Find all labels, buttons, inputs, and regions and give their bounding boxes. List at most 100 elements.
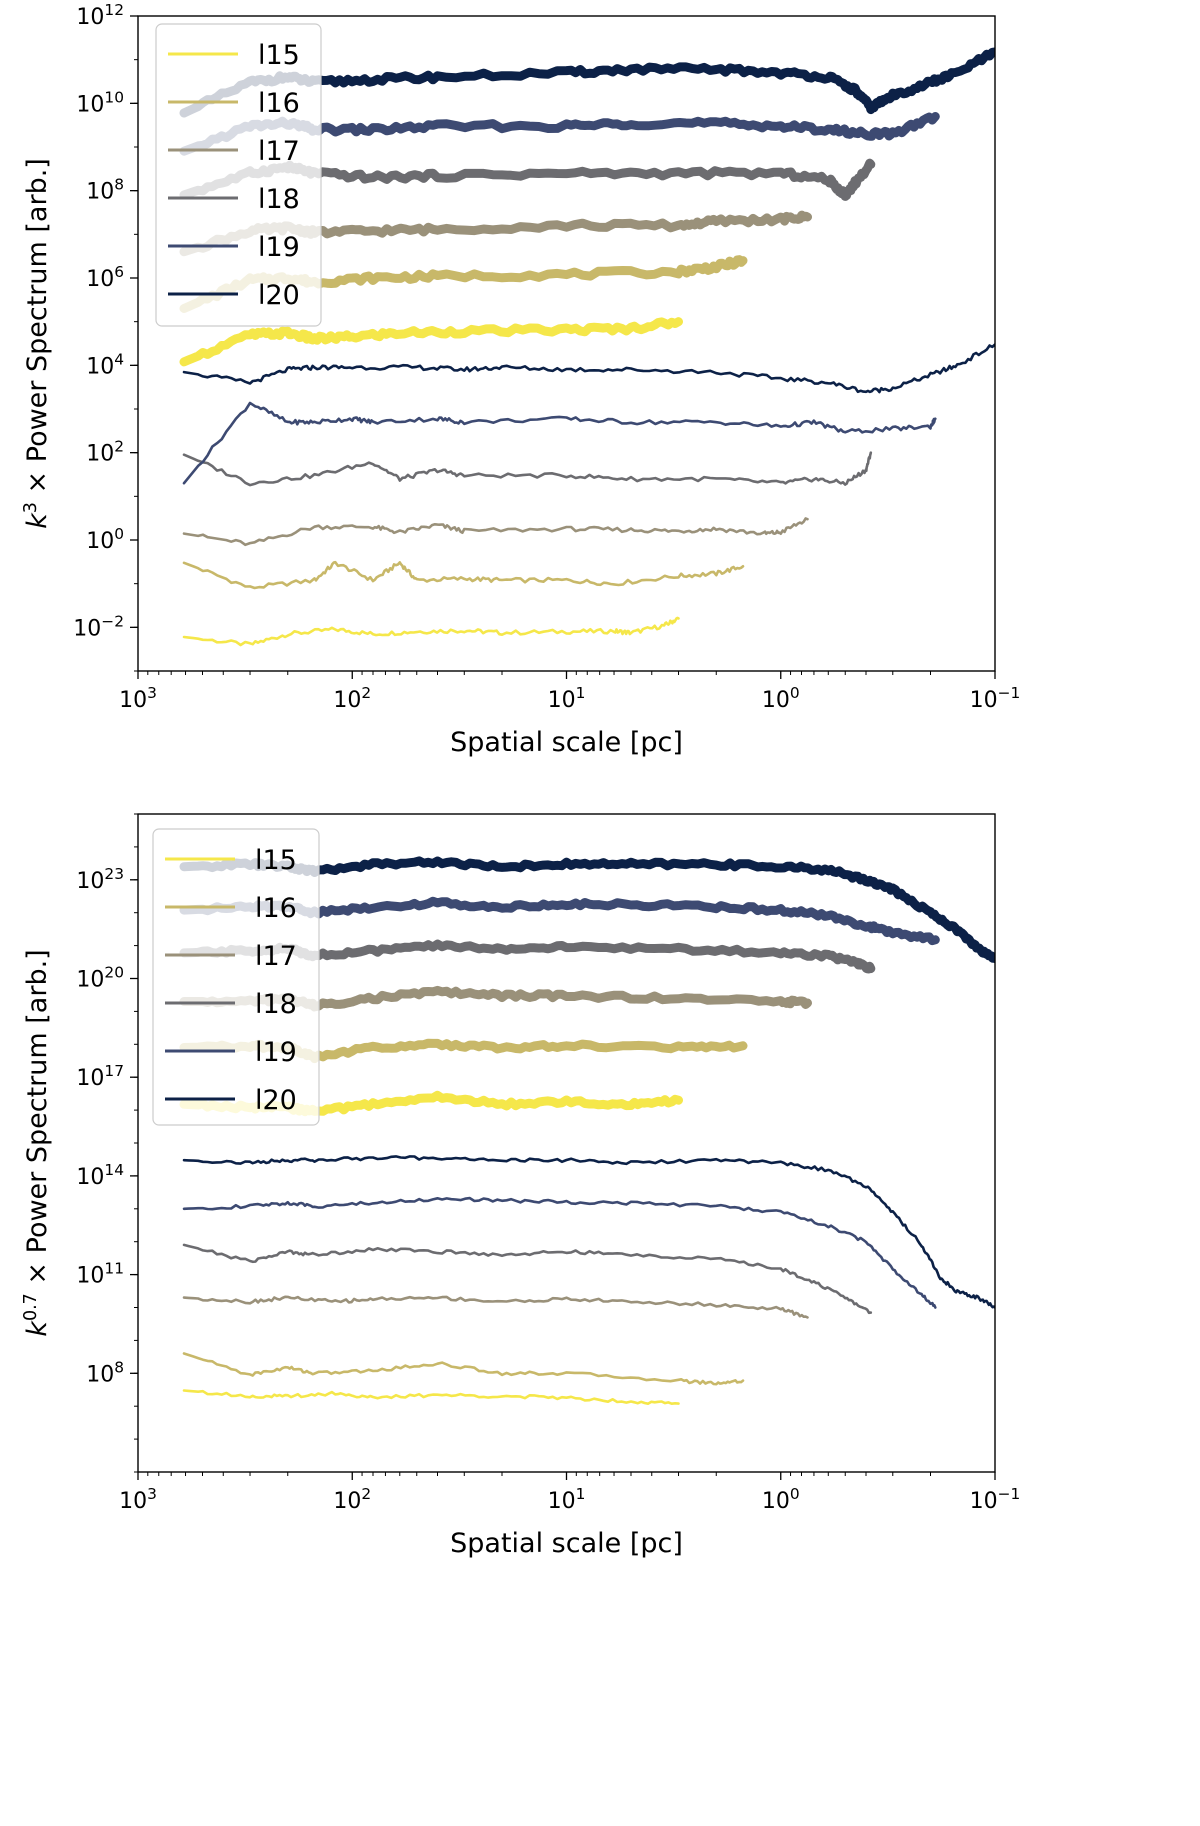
legend-label-l20: l20 xyxy=(258,280,300,311)
y-tick-label: 108 xyxy=(86,176,124,205)
y-tick-label: 100 xyxy=(86,525,124,554)
x-tick-base: 10 xyxy=(970,688,998,713)
y-tick-label: 1023 xyxy=(76,865,124,894)
y-tick-base: 10 xyxy=(86,442,114,467)
x-tick-base: 10 xyxy=(548,1489,576,1514)
y-tick-exponent: 10 xyxy=(104,88,124,106)
y-tick-base: 10 xyxy=(73,616,101,641)
y-tick-exponent: 8 xyxy=(114,176,124,194)
x-tick-label: 100 xyxy=(762,684,800,713)
y-tick-base: 10 xyxy=(76,869,104,894)
y-tick-exponent: 11 xyxy=(104,1260,124,1278)
y-tick-exponent: 20 xyxy=(104,964,124,982)
top-y-label-exponent: 3 xyxy=(21,502,41,513)
chart-top-panel: 103 102 101 100 10−1 10−21001021041061081010… xyxy=(21,1,1020,758)
series-line-l17-thin xyxy=(182,1295,809,1319)
x-tick-base: 10 xyxy=(119,1489,147,1514)
x-tick-base: 10 xyxy=(762,1489,790,1514)
top-x-ticks: 103 102 101 100 10−1 xyxy=(119,671,1020,713)
y-tick-base: 10 xyxy=(86,1362,114,1387)
series-line-l20-thin xyxy=(182,1155,995,1309)
y-tick-base: 10 xyxy=(86,354,114,379)
bottom-x-axis-label: Spatial scale [pc] xyxy=(450,1528,683,1559)
y-tick-exponent: 14 xyxy=(104,1161,124,1179)
y-tick-exponent: 0 xyxy=(114,525,124,543)
x-tick-label: 103 xyxy=(119,684,157,713)
x-tick-base: 10 xyxy=(333,1489,361,1514)
legend-label-l18: l18 xyxy=(255,989,297,1020)
bottom-x-ticks: 103 102 101 100 10−1 xyxy=(119,1472,1020,1514)
y-tick-exponent: 17 xyxy=(104,1062,124,1080)
y-tick-label: 1017 xyxy=(76,1062,124,1091)
legend-label-l17: l17 xyxy=(258,136,300,167)
y-tick-label: 1014 xyxy=(76,1161,124,1190)
x-tick-label: 10−1 xyxy=(970,1485,1021,1514)
x-tick-label: 102 xyxy=(333,1485,371,1514)
series-line-l17-thin xyxy=(182,517,809,547)
y-tick-label: 106 xyxy=(86,263,124,292)
y-tick-base: 10 xyxy=(76,92,104,117)
legend-label-l18: l18 xyxy=(258,184,300,215)
x-tick-exponent: 1 xyxy=(576,684,586,702)
legend-label-l15: l15 xyxy=(255,845,297,876)
x-tick-exponent: 1 xyxy=(576,1485,586,1503)
x-tick-base: 10 xyxy=(970,1489,998,1514)
x-tick-label: 101 xyxy=(548,1485,586,1514)
series-line-l15-thick xyxy=(179,317,683,367)
series-line-l18-thin xyxy=(182,1243,873,1315)
top-y-axis-label: k3 × Power Spectrum [arb.] xyxy=(21,158,53,529)
x-tick-label: 100 xyxy=(762,1485,800,1514)
legend-label-l16: l16 xyxy=(258,88,300,119)
y-tick-exponent: 6 xyxy=(114,263,124,281)
y-tick-label: 102 xyxy=(86,438,124,467)
y-tick-exponent: 23 xyxy=(104,865,124,883)
legend-label-l20: l20 xyxy=(255,1085,297,1116)
bottom-y-label-text: × Power Spectrum [arb.] xyxy=(22,949,53,1293)
y-tick-base: 10 xyxy=(76,1264,104,1289)
y-tick-base: 10 xyxy=(76,1066,104,1091)
legend-label-l17: l17 xyxy=(255,941,297,972)
series-line-l18-thin xyxy=(182,451,873,487)
y-tick-exponent: 12 xyxy=(104,1,124,19)
bottom-y-label-k: k xyxy=(22,1320,53,1337)
legend-label-l15: l15 xyxy=(258,40,300,71)
y-tick-base: 10 xyxy=(76,5,104,30)
x-tick-label: 103 xyxy=(119,1485,157,1514)
y-tick-exponent: 4 xyxy=(114,350,124,368)
bottom-y-axis-label: k0.7 × Power Spectrum [arb.] xyxy=(21,949,53,1336)
y-tick-label: 1010 xyxy=(76,88,124,117)
series-line-l15-thin xyxy=(182,616,680,647)
x-tick-base: 10 xyxy=(119,688,147,713)
y-tick-exponent: −2 xyxy=(101,612,124,630)
x-tick-exponent: −1 xyxy=(998,1485,1021,1503)
legend-label-l19: l19 xyxy=(255,1037,297,1068)
x-tick-exponent: 0 xyxy=(790,1485,800,1503)
y-tick-base: 10 xyxy=(86,529,114,554)
chart-bottom-panel: 103 102 101 100 10−1 10810111014101710201023… xyxy=(21,813,1020,1559)
legend-label-l19: l19 xyxy=(258,232,300,263)
x-tick-exponent: −1 xyxy=(998,684,1021,702)
y-tick-base: 10 xyxy=(76,1165,104,1190)
x-tick-label: 101 xyxy=(548,684,586,713)
x-tick-exponent: 2 xyxy=(361,1485,371,1503)
series-line-l16-thin xyxy=(182,1352,745,1386)
y-tick-exponent: 8 xyxy=(114,1358,124,1376)
x-tick-exponent: 0 xyxy=(790,684,800,702)
y-tick-exponent: 2 xyxy=(114,438,124,456)
x-tick-exponent: 3 xyxy=(147,684,157,702)
top-x-axis-label: Spatial scale [pc] xyxy=(450,727,683,758)
y-tick-label: 10−2 xyxy=(73,612,124,641)
bottom-legend: l15 l16 l17 l18 l19 l20 xyxy=(152,828,320,1126)
y-tick-label: 1020 xyxy=(76,964,124,993)
y-tick-label: 1011 xyxy=(76,1260,124,1289)
top-y-label-text: × Power Spectrum [arb.] xyxy=(22,158,53,502)
series-line-l15-thin xyxy=(182,1389,680,1405)
legend-label-l16: l16 xyxy=(255,893,297,924)
y-tick-label: 1012 xyxy=(76,1,124,30)
series-line-l19-thin xyxy=(182,1196,937,1309)
series-line-l19-thin xyxy=(182,401,937,485)
series-line-l20-thin xyxy=(182,343,995,394)
x-tick-label: 102 xyxy=(333,684,371,713)
